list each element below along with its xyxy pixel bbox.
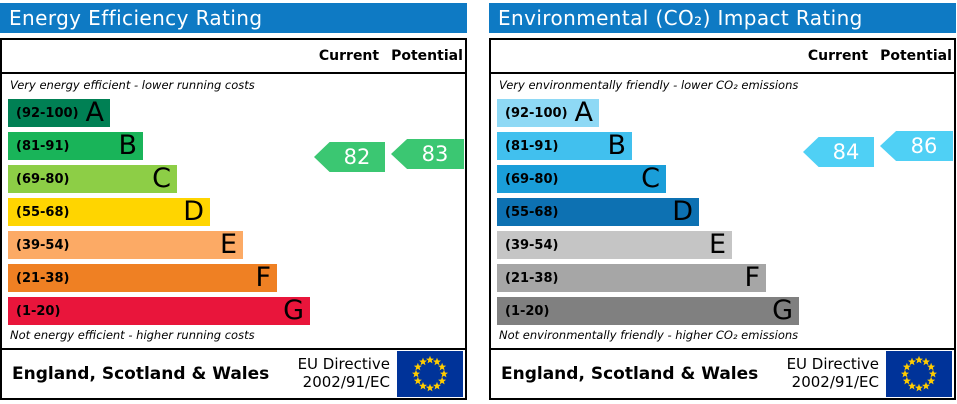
rating-table: Current Potential Very energy efficient … [0,38,467,400]
potential-rating-arrow: 86 [880,131,953,161]
rating-band-g: (1-20) G [497,297,799,325]
rating-band-b: (81-91) B [8,132,143,160]
current-rating-arrow: 84 [803,137,874,167]
rating-band-e: (39-54) E [497,231,732,259]
region-label: England, Scotland & Wales [501,364,759,384]
top-note: Very energy efficient - lower running co… [10,78,255,92]
chart-title: Energy Efficiency Rating [0,3,467,33]
band-letter: A [574,97,593,128]
band-range-label: (1-20) [505,303,550,319]
region-label: England, Scotland & Wales [12,364,270,384]
rating-band-d: (55-68) D [8,198,210,226]
band-letter: B [607,130,626,161]
band-letter: D [672,196,693,227]
rating-band-a: (92-100) A [8,99,110,127]
band-letter: C [152,163,171,194]
potential-column-header: Potential [880,48,952,64]
band-range-label: (21-38) [505,270,559,286]
bottom-note: Not environmentally friendly - higher CO… [499,328,799,342]
current-column-header: Current [807,48,869,64]
rating-band-b: (81-91) B [497,132,632,160]
chart-title: Environmental (CO₂) Impact Rating [489,3,956,33]
environmental-impact-panel: Environmental (CO₂) Impact Rating Curren… [489,0,956,404]
band-letter: B [118,130,137,161]
rating-band-f: (21-38) F [497,264,766,292]
energy-efficiency-panel: Energy Efficiency Rating Current Potenti… [0,0,467,404]
current-rating-arrow: 82 [314,142,385,172]
band-range-label: (69-80) [16,171,70,187]
band-letter: E [219,229,237,260]
potential-rating-arrow: 83 [391,139,464,169]
rating-band-c: (69-80) C [8,165,177,193]
band-range-label: (81-91) [505,138,559,154]
band-letter: C [641,163,660,194]
band-range-label: (21-38) [16,270,70,286]
rating-band-d: (55-68) D [497,198,699,226]
eu-directive-label: EU Directive 2002/91/EC [297,355,390,391]
rating-band-f: (21-38) F [8,264,277,292]
band-letter: E [708,229,726,260]
band-letter: F [255,262,271,293]
band-letter: F [744,262,760,293]
band-range-label: (39-54) [16,237,70,253]
band-range-label: (69-80) [505,171,559,187]
rating-band-e: (39-54) E [8,231,243,259]
potential-column-header: Potential [391,48,463,64]
table-footer: England, Scotland & Wales EU Directive 2… [2,348,465,398]
top-note: Very environmentally friendly - lower CO… [499,78,799,92]
band-range-label: (1-20) [16,303,61,319]
band-letter: G [283,295,304,326]
band-letter: D [183,196,204,227]
eu-directive-label: EU Directive 2002/91/EC [786,355,879,391]
eu-flag-icon [397,351,463,397]
header-divider [491,72,954,74]
rating-table: Current Potential Very environmentally f… [489,38,956,400]
band-range-label: (39-54) [505,237,559,253]
band-range-label: (55-68) [16,204,70,220]
band-range-label: (55-68) [505,204,559,220]
band-range-label: (81-91) [16,138,70,154]
eu-flag-icon [886,351,952,397]
band-range-label: (92-100) [505,105,568,121]
header-divider [2,72,465,74]
band-range-label: (92-100) [16,105,79,121]
rating-band-a: (92-100) A [497,99,599,127]
current-column-header: Current [318,48,380,64]
rating-band-g: (1-20) G [8,297,310,325]
bottom-note: Not energy efficient - higher running co… [10,328,255,342]
rating-band-c: (69-80) C [497,165,666,193]
table-footer: England, Scotland & Wales EU Directive 2… [491,348,954,398]
band-letter: G [772,295,793,326]
band-letter: A [85,97,104,128]
